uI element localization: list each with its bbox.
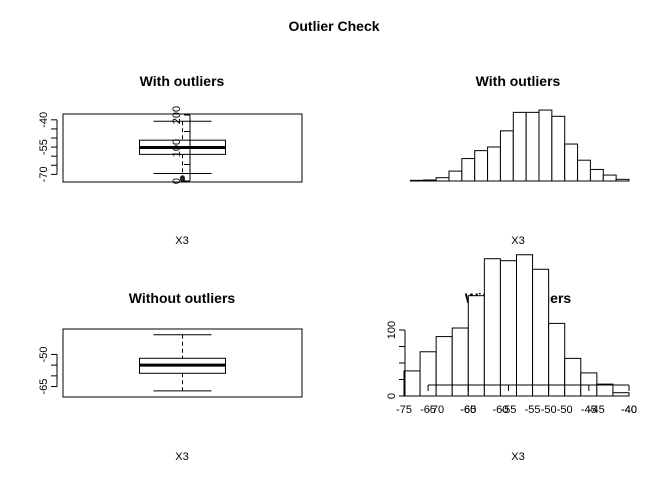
y-tick-label: 100 [386, 321, 398, 339]
y-tick-label: -55 [38, 139, 50, 155]
y-tick-label: 0 [171, 178, 183, 184]
panel-title: Without outliers [129, 290, 236, 306]
x-tick-label: -45 [581, 404, 597, 416]
y-tick-label: -40 [38, 112, 50, 128]
main-title: Outlier Check [288, 18, 379, 34]
x-tick-label: -60 [492, 404, 508, 416]
hist-bar [525, 111, 540, 182]
y-tick-label: -65 [38, 379, 50, 395]
hist-bar [512, 111, 527, 182]
hist-bar [564, 143, 579, 182]
hist-bar [487, 146, 501, 182]
hist-bar [483, 258, 501, 397]
panel-bottom-left: Without outliers X3 -50 -65 [38, 290, 303, 463]
x-tick-label: -65 [460, 404, 476, 416]
hist-bar [577, 159, 591, 182]
panel-title: With outliers [476, 73, 561, 89]
hist-bar [516, 254, 534, 397]
hist-bar [564, 357, 582, 397]
hist-bar [435, 177, 450, 182]
hist-bar [499, 260, 517, 397]
x-tick-label: -65 [420, 404, 436, 416]
hist-bar [538, 109, 553, 182]
hist-bar [403, 370, 421, 397]
hist-bar [580, 372, 598, 397]
hist-bar [615, 178, 630, 182]
x-tick-label: -60 [460, 404, 476, 416]
x-tick-label: -45 [589, 404, 605, 416]
x-axis-label: X3 [175, 235, 188, 247]
y-tick-label: 0 [386, 393, 398, 399]
x-tick-label: -40 [621, 404, 637, 416]
hist-bar [448, 170, 463, 182]
x-axis-label: X3 [511, 451, 524, 463]
hist-bar [612, 392, 630, 397]
panel-title: With outliers [140, 73, 225, 89]
x-axis-label: X3 [175, 451, 188, 463]
outlier-point [180, 177, 185, 183]
hist-bar [451, 327, 469, 397]
x-tick-label: -55 [525, 404, 541, 416]
hist-bar [422, 179, 437, 182]
hist-bar [589, 168, 604, 182]
x-tick-label: -50 [541, 404, 557, 416]
hist-bar [435, 336, 453, 397]
plot-frame [62, 328, 303, 398]
hist-bar [602, 174, 617, 182]
x-tick-label: -70 [428, 404, 444, 416]
hist-bar [467, 295, 485, 397]
panel-top-left: With outliers X3 -40 -55 -70 [38, 73, 303, 247]
hist-bar [499, 130, 514, 182]
hist-bar [532, 268, 550, 397]
x-tick-label: -55 [501, 404, 517, 416]
x-tick-label: -75 [396, 404, 412, 416]
hist-bar [409, 179, 424, 182]
hist-bar [474, 150, 489, 182]
x-tick-label: -40 [621, 404, 637, 416]
y-tick-label: 100 [171, 139, 183, 157]
y-tick-label: 200 [171, 106, 183, 124]
hist-bar [461, 158, 476, 182]
y-tick-label: -50 [38, 346, 50, 362]
x-tick-label: -50 [557, 404, 573, 416]
x-axis-label: X3 [511, 235, 524, 247]
hist-bar [596, 383, 614, 397]
hist-bar [551, 115, 566, 182]
y-tick-label: -70 [38, 166, 50, 182]
